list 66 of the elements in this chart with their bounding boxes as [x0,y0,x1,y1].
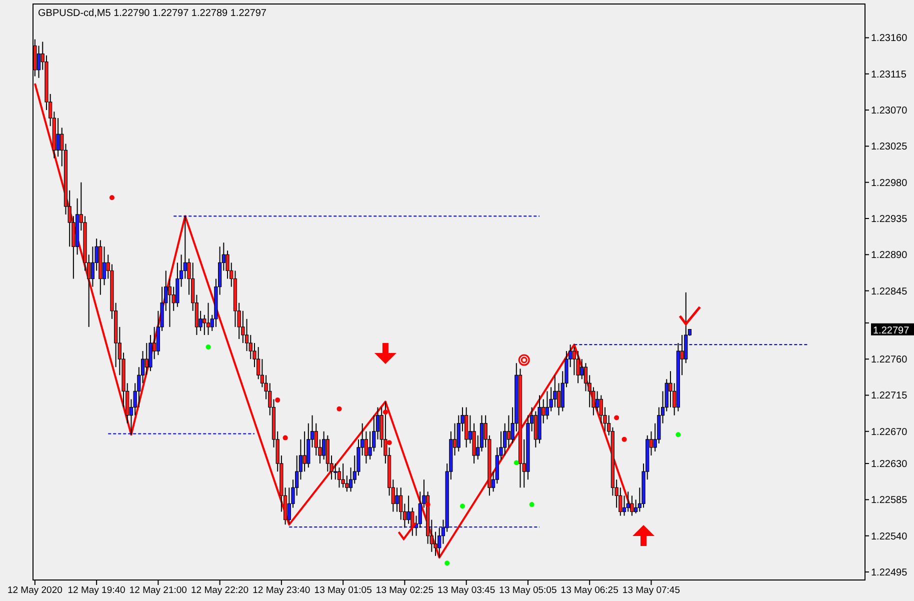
y-tick-label: 1.22495 [871,567,908,578]
candlestick [102,246,106,286]
y-tick-label: 1.22890 [871,250,908,262]
candlestick [576,350,580,384]
y-tick-label: 1.22760 [871,354,908,366]
candlestick [302,430,306,472]
candlestick [580,358,584,380]
candlestick [206,302,210,336]
point [444,560,450,566]
point [614,415,620,420]
candlestick [202,314,206,336]
x-tick-label: 13 May 01:05 [314,585,372,596]
y-tick-label: 1.22980 [871,178,908,189]
point [109,195,114,200]
candlestick [406,495,410,524]
point [282,435,288,440]
candlestick [337,467,342,488]
y-tick-label: 1.23025 [871,142,908,153]
candlestick [595,390,600,412]
candlestick [322,430,326,460]
x-tick-label: 12 May 21:00 [129,585,187,596]
candlestick [56,118,60,158]
candlestick [395,487,399,512]
point [622,436,627,442]
y-tick-label: 1.23070 [871,106,908,117]
point [336,406,342,412]
chart-title: GBPUSD-cd,M5 1.22790 1.22797 1.22789 1.22797 [38,8,267,19]
candlestick [341,463,345,488]
candlestick [506,414,511,448]
candlestick [553,374,557,408]
x-tick-label: 12 May 19:40 [68,585,126,596]
x-tick-label: 13 May 02:25 [376,585,434,596]
y-tick-label: 1.23160 [871,33,908,44]
point [275,398,280,403]
candlestick [545,390,550,420]
y-tick-label: 1.22935 [871,214,908,225]
x-tick-label: 13 May 03:45 [438,585,496,596]
x-tick-label: 12 May 23:40 [252,585,310,596]
candlestick [36,45,41,78]
y-tick-label: 1.22585 [871,495,908,506]
candlestick [626,491,630,512]
y-tick-label: 1.23115 [871,69,907,80]
candlestick [622,495,626,516]
y-tick-label: 1.22670 [871,426,908,438]
line-series [34,82,633,559]
x-tick-label: 13 May 07:45 [622,585,680,596]
candlestick [144,342,148,376]
y-tick-label: 1.22845 [871,286,908,298]
y-tick-label: 1.22630 [871,459,908,470]
candlestick [630,495,634,516]
x-tick-label: 13 May 05:05 [499,585,557,596]
x-tick-label: 12 May 22:20 [191,585,249,596]
y-tick-label: 1.22540 [871,531,908,542]
point [425,502,430,507]
y-tick-label: 1.22715 [871,390,908,402]
x-tick-label: 12 May 2020 [7,585,62,596]
point [676,432,681,438]
text: 1.22797 [873,325,910,336]
point [206,344,211,350]
point [460,504,465,509]
point [382,410,388,415]
point [386,440,392,446]
point [529,502,534,507]
x-tick-label: 13 May 06:25 [560,585,618,596]
candlestick [168,278,172,328]
point [514,460,519,466]
